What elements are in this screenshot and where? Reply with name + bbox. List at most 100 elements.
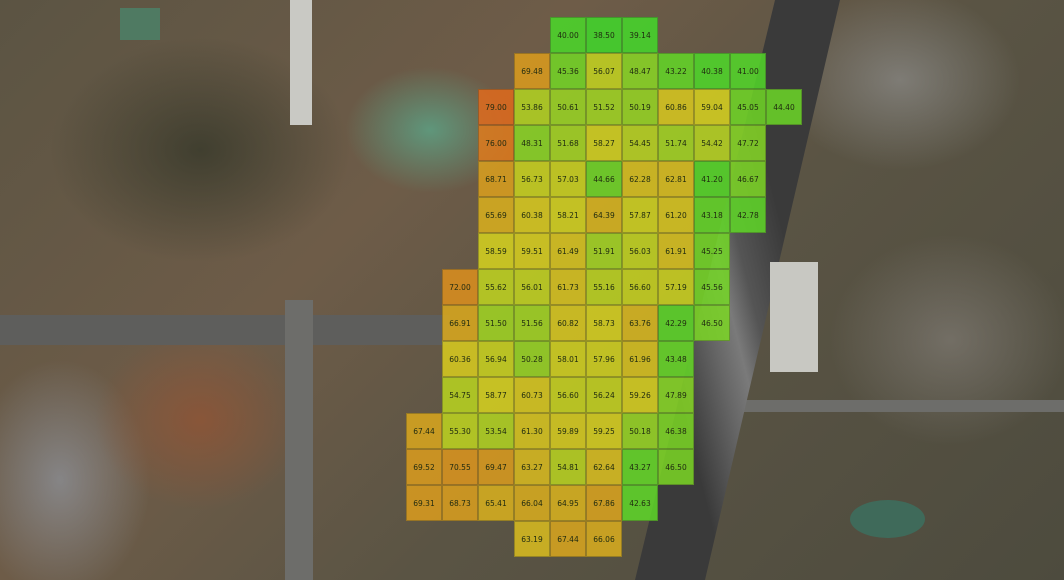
grid-cell: 61.49: [550, 233, 586, 269]
grid-cell: 46.50: [658, 449, 694, 485]
road-vertical: [285, 300, 313, 580]
grid-cell: 59.51: [514, 233, 550, 269]
grid-cell: 53.54: [478, 413, 514, 449]
grid-cell: 58.21: [550, 197, 586, 233]
grid-cell: 67.86: [586, 485, 622, 521]
grid-cell: 56.01: [514, 269, 550, 305]
grid-cell: 65.41: [478, 485, 514, 521]
grid-cell: 58.73: [586, 305, 622, 341]
grid-cell: 43.27: [622, 449, 658, 485]
grid-cell: 58.77: [478, 377, 514, 413]
grid-cell: 43.18: [694, 197, 730, 233]
grid-cell: 50.28: [514, 341, 550, 377]
grid-cell: 62.81: [658, 161, 694, 197]
grid-cell: 59.26: [622, 377, 658, 413]
grid-cell: 57.19: [658, 269, 694, 305]
grid-cell: 56.73: [514, 161, 550, 197]
grid-cell: 57.96: [586, 341, 622, 377]
grid-cell: 51.68: [550, 125, 586, 161]
grid-cell: 41.20: [694, 161, 730, 197]
grid-cell: 45.36: [550, 53, 586, 89]
grid-cell: 38.50: [586, 17, 622, 53]
grid-cell: 60.82: [550, 305, 586, 341]
grid-cell: 62.64: [586, 449, 622, 485]
grid-cell: 60.86: [658, 89, 694, 125]
grid-cell: 45.56: [694, 269, 730, 305]
grid-cell: 40.00: [550, 17, 586, 53]
grid-cell: 61.91: [658, 233, 694, 269]
grid-cell: 57.03: [550, 161, 586, 197]
grid-cell: 55.16: [586, 269, 622, 305]
grid-cell: 61.73: [550, 269, 586, 305]
grid-cell: 61.30: [514, 413, 550, 449]
grid-cell: 58.59: [478, 233, 514, 269]
grid-cell: 51.50: [478, 305, 514, 341]
grid-cell: 69.31: [406, 485, 442, 521]
grid-cell: 67.44: [550, 521, 586, 557]
grid-cell: 60.36: [442, 341, 478, 377]
grid-cell: 44.66: [586, 161, 622, 197]
pond: [120, 8, 160, 40]
grid-cell: 68.73: [442, 485, 478, 521]
grid-cell: 54.42: [694, 125, 730, 161]
grid-cell: 53.86: [514, 89, 550, 125]
grid-cell: 69.48: [514, 53, 550, 89]
grid-cell: 66.04: [514, 485, 550, 521]
grid-cell: 56.94: [478, 341, 514, 377]
grid-cell: 56.24: [586, 377, 622, 413]
road-overpass: [290, 0, 312, 125]
grid-cell: 51.91: [586, 233, 622, 269]
road-horizontal: [0, 315, 450, 345]
grid-cell: 51.52: [586, 89, 622, 125]
grid-cell: 62.28: [622, 161, 658, 197]
grid-cell: 50.61: [550, 89, 586, 125]
grid-cell: 44.40: [766, 89, 802, 125]
grid-cell: 42.78: [730, 197, 766, 233]
grid-cell: 55.30: [442, 413, 478, 449]
grid-cell: 43.48: [658, 341, 694, 377]
grid-cell: 50.18: [622, 413, 658, 449]
grid-cell: 42.63: [622, 485, 658, 521]
grid-cell: 76.00: [478, 125, 514, 161]
grid-cell: 60.38: [514, 197, 550, 233]
grid-cell: 55.62: [478, 269, 514, 305]
grid-cell: 64.39: [586, 197, 622, 233]
grid-cell: 46.67: [730, 161, 766, 197]
grid-cell: 45.05: [730, 89, 766, 125]
grid-cell: 64.95: [550, 485, 586, 521]
grid-cell: 69.47: [478, 449, 514, 485]
grid-cell: 68.71: [478, 161, 514, 197]
grid-cell: 61.96: [622, 341, 658, 377]
grid-cell: 66.06: [586, 521, 622, 557]
grid-cell: 54.75: [442, 377, 478, 413]
grid-cell: 48.31: [514, 125, 550, 161]
grid-cell: 51.56: [514, 305, 550, 341]
grid-cell: 63.76: [622, 305, 658, 341]
grid-cell: 58.27: [586, 125, 622, 161]
grid-cell: 56.60: [622, 269, 658, 305]
grid-cell: 45.25: [694, 233, 730, 269]
grid-cell: 70.55: [442, 449, 478, 485]
grid-cell: 56.03: [622, 233, 658, 269]
grid-cell: 58.01: [550, 341, 586, 377]
grid-cell: 46.50: [694, 305, 730, 341]
grid-cell: 60.73: [514, 377, 550, 413]
grid-cell: 46.38: [658, 413, 694, 449]
grid-cell: 43.22: [658, 53, 694, 89]
grid-cell: 51.74: [658, 125, 694, 161]
grid-cell: 54.45: [622, 125, 658, 161]
pond: [850, 500, 925, 538]
grid-cell: 47.89: [658, 377, 694, 413]
grid-cell: 42.29: [658, 305, 694, 341]
grid-cell: 57.87: [622, 197, 658, 233]
grid-cell: 47.72: [730, 125, 766, 161]
grid-cell: 79.00: [478, 89, 514, 125]
grid-cell: 56.60: [550, 377, 586, 413]
grid-cell: 59.25: [586, 413, 622, 449]
grid-cell: 59.04: [694, 89, 730, 125]
grid-cell: 41.00: [730, 53, 766, 89]
grid-cell: 59.89: [550, 413, 586, 449]
grid-cell: 65.69: [478, 197, 514, 233]
building: [770, 262, 818, 372]
